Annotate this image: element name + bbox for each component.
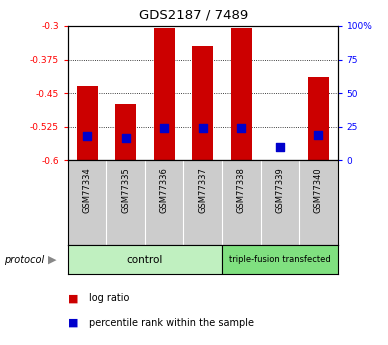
- Text: GSM77336: GSM77336: [160, 167, 169, 213]
- Point: [161, 125, 167, 131]
- Bar: [154, 28, 175, 160]
- Text: ■: ■: [68, 294, 78, 303]
- Bar: [308, 78, 329, 160]
- Text: ▶: ▶: [48, 255, 57, 265]
- Text: control: control: [127, 255, 163, 265]
- Bar: [68, 245, 222, 274]
- Point: [315, 132, 321, 138]
- Text: GDS2187 / 7489: GDS2187 / 7489: [139, 9, 249, 22]
- Bar: [269, 159, 290, 160]
- Bar: [222, 245, 338, 274]
- Bar: [192, 46, 213, 160]
- Bar: [76, 87, 98, 160]
- Point: [277, 144, 283, 150]
- Text: GSM77338: GSM77338: [237, 167, 246, 213]
- Point: [238, 125, 244, 131]
- Text: GSM77340: GSM77340: [314, 167, 323, 213]
- Bar: [115, 104, 136, 160]
- Point: [200, 125, 206, 131]
- Text: protocol: protocol: [4, 255, 44, 265]
- Text: GSM77337: GSM77337: [198, 167, 207, 213]
- Point: [123, 135, 129, 140]
- Text: GSM77334: GSM77334: [83, 167, 92, 213]
- Bar: [230, 28, 252, 160]
- Text: ■: ■: [68, 318, 78, 327]
- Text: GSM77339: GSM77339: [275, 167, 284, 213]
- Text: triple-fusion transfected: triple-fusion transfected: [229, 255, 331, 264]
- Point: [84, 134, 90, 139]
- Text: GSM77335: GSM77335: [121, 167, 130, 213]
- Text: log ratio: log ratio: [89, 294, 130, 303]
- Text: percentile rank within the sample: percentile rank within the sample: [89, 318, 254, 327]
